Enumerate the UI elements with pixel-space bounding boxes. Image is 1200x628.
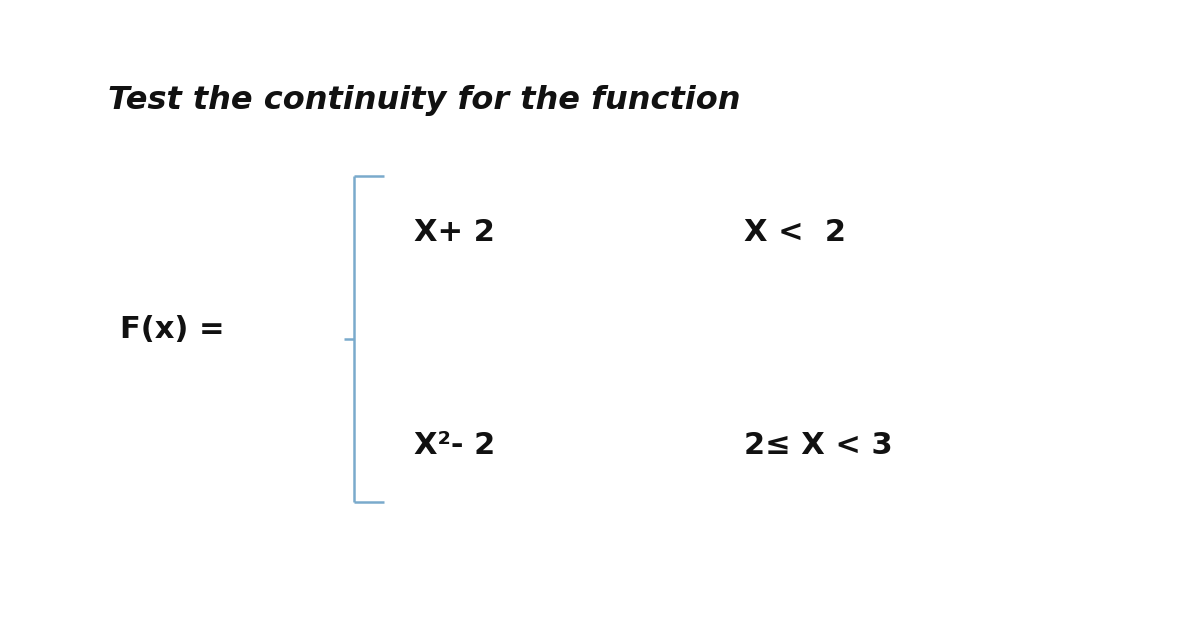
Text: X <  2: X < 2 [744,218,846,247]
Text: X+ 2: X+ 2 [414,218,494,247]
Text: Test the continuity for the function: Test the continuity for the function [108,85,740,116]
Text: X²- 2: X²- 2 [414,431,496,460]
Text: F(x) =: F(x) = [120,315,224,344]
Text: 2≤ X < 3: 2≤ X < 3 [744,431,893,460]
